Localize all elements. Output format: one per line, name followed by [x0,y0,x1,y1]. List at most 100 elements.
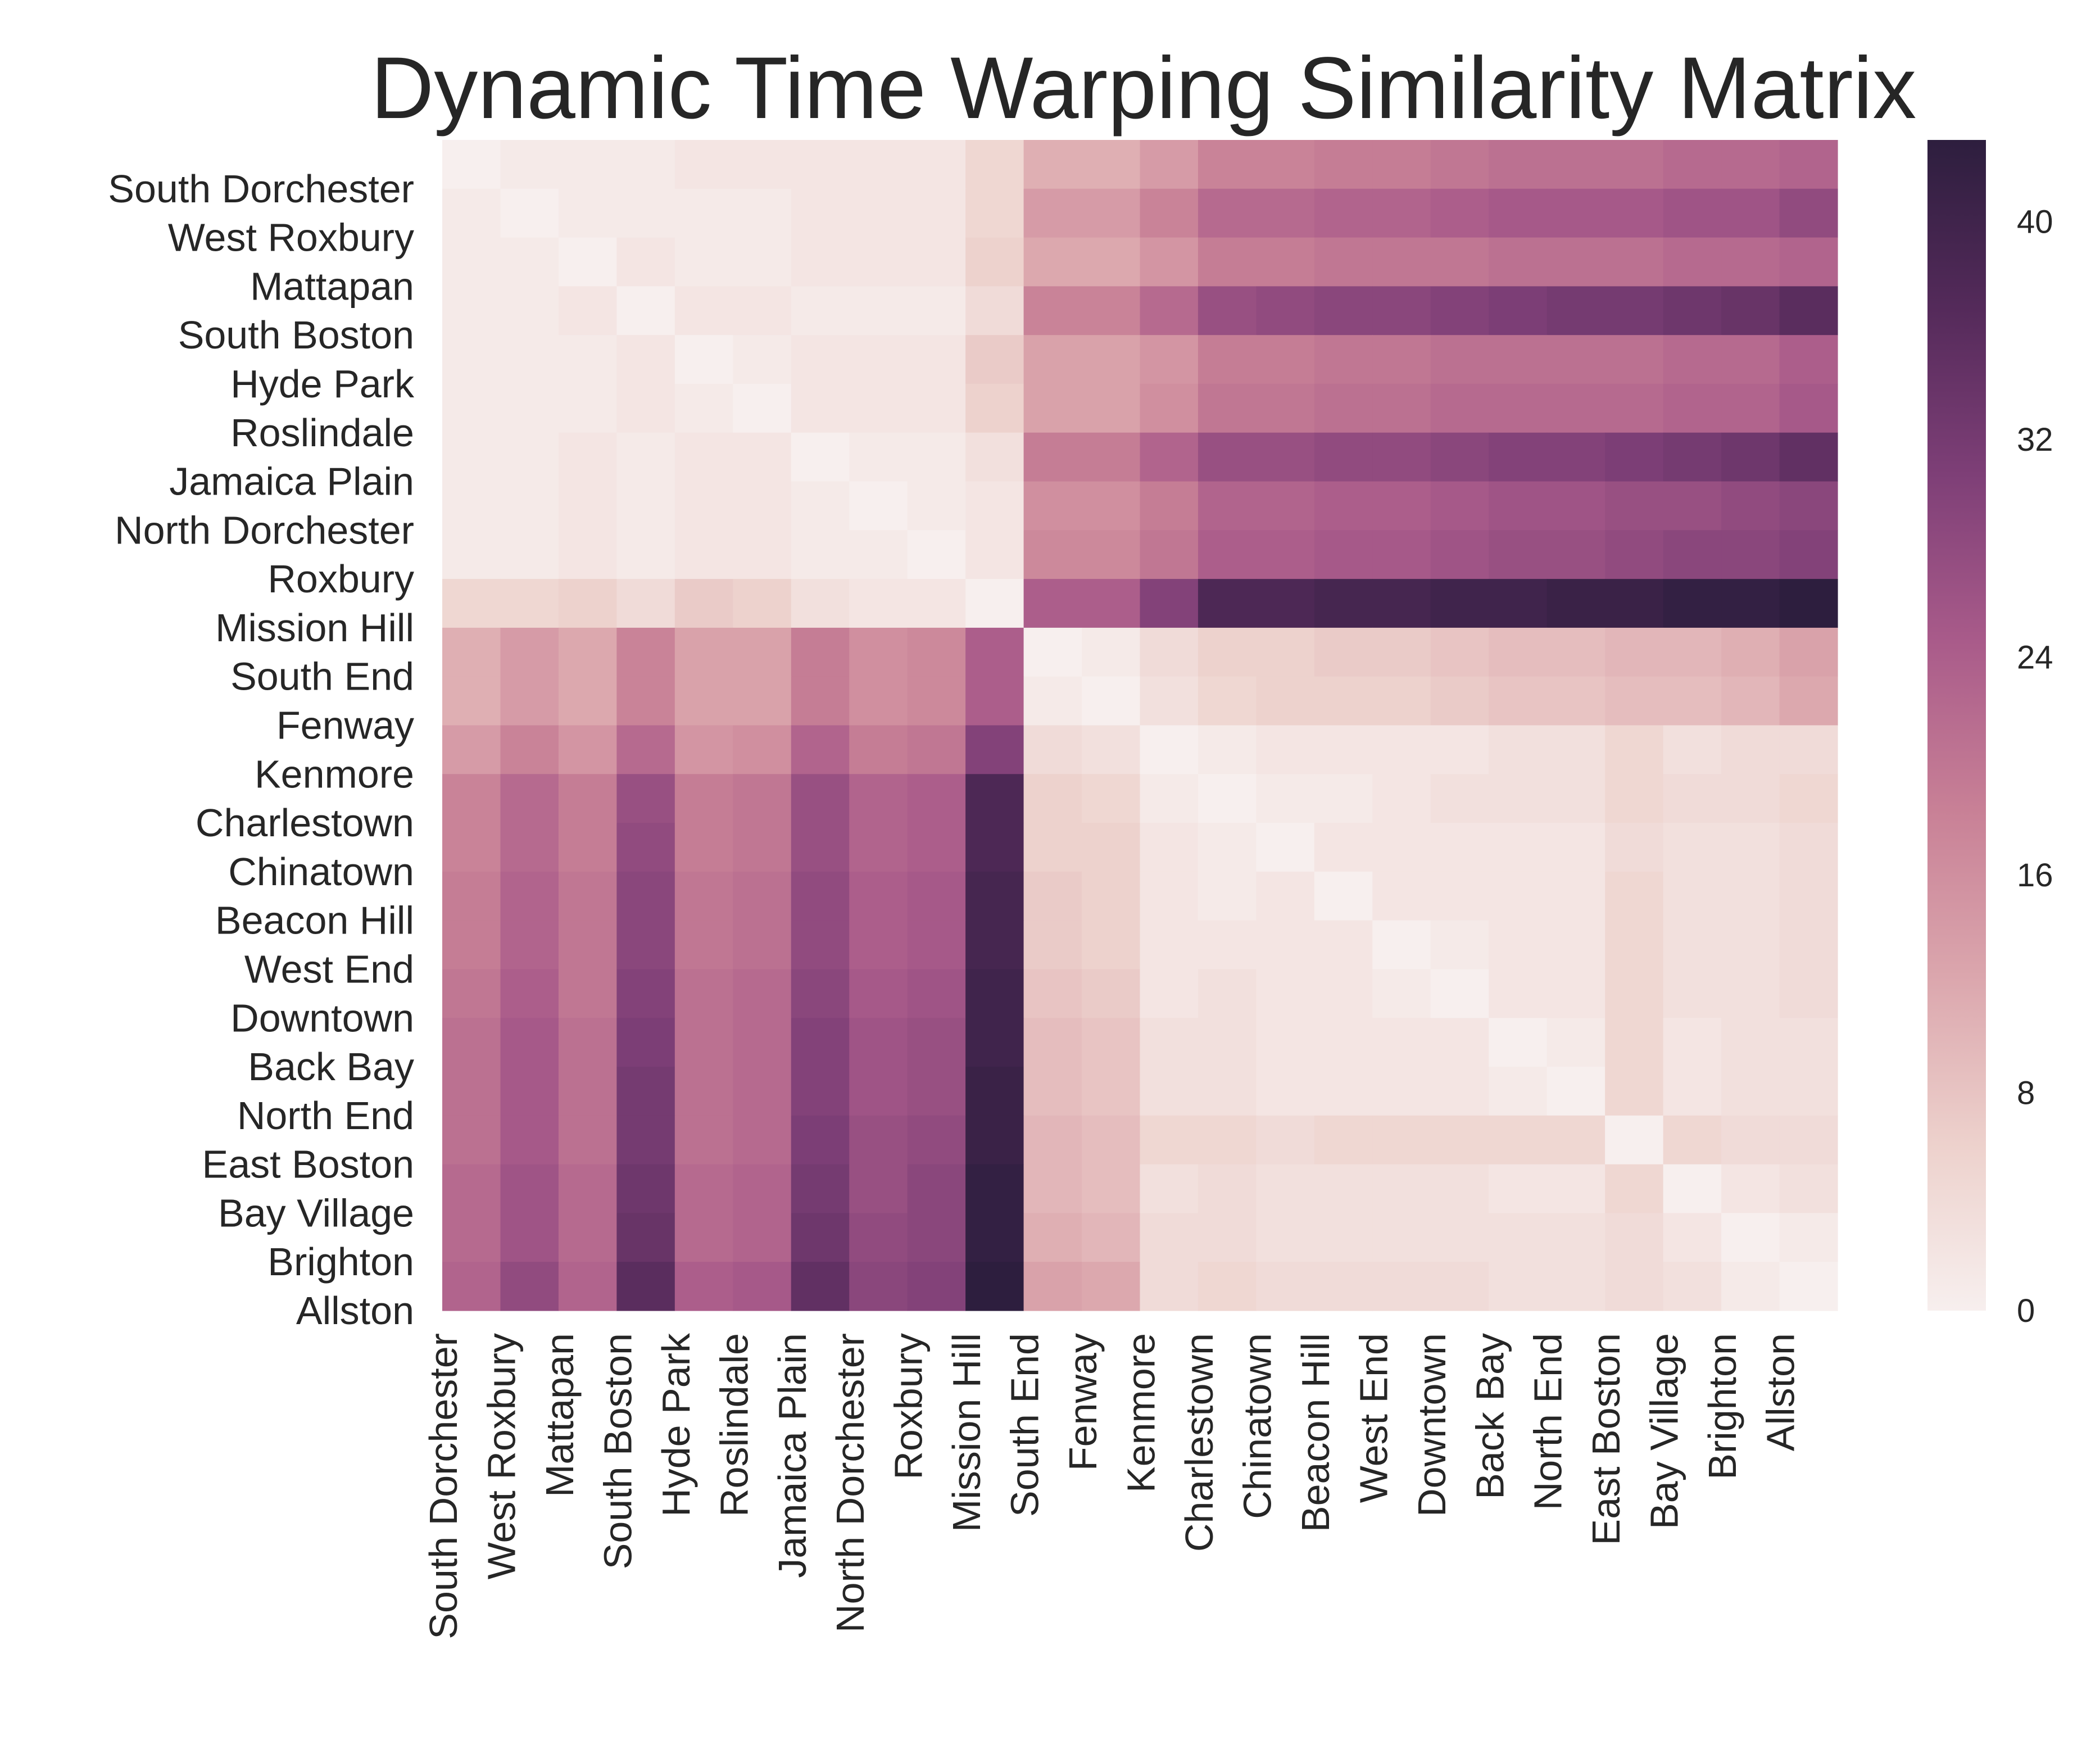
heatmap-cell [1663,335,1722,384]
heatmap-cell [1314,1018,1373,1067]
heatmap-cell [500,627,559,677]
heatmap-cell [1372,969,1431,1018]
heatmap-cell [1546,432,1605,482]
heatmap-cell [1721,140,1780,189]
heatmap-cell [1546,1262,1605,1311]
heatmap-cell [1663,969,1722,1018]
heatmap-cell [1256,725,1315,774]
heatmap-cell [500,1164,559,1214]
heatmap-cell [616,1164,675,1214]
heatmap-cell [1605,871,1664,921]
heatmap-cell [500,1262,559,1311]
heatmap-cell [500,1018,559,1067]
heatmap-cell [1023,188,1082,238]
heatmap-cell [1779,920,1838,970]
heatmap-cell [849,1164,908,1214]
heatmap-cell [849,530,908,579]
heatmap-cell [442,1213,501,1262]
heatmap-cell [1779,969,1838,1018]
heatmap-cell [1721,823,1780,872]
heatmap-cell [1546,237,1605,287]
heatmap-cell [1198,237,1257,287]
heatmap-cell [558,140,617,189]
heatmap-cell [1721,1067,1780,1116]
heatmap-cell [849,432,908,482]
heatmap-cell [733,774,792,823]
heatmap-cell [1489,432,1548,482]
heatmap-cell [1372,920,1431,970]
heatmap-cell [616,188,675,238]
heatmap-cell [1430,579,1489,628]
heatmap-cell [965,871,1024,921]
heatmap-cell [849,871,908,921]
heatmap-cell [1140,530,1199,579]
heatmap-cell [791,823,850,872]
heatmap-cell [965,335,1024,384]
column-tick-label: Kenmore [1119,1333,1163,1493]
heatmap-cell [442,871,501,921]
heatmap-cell [558,530,617,579]
heatmap-cell [442,481,501,531]
heatmap-cell [1082,1018,1141,1067]
column-tick-label: Chinatown [1235,1333,1279,1519]
column-tick-label: Beacon Hill [1294,1333,1337,1532]
heatmap-cell [616,920,675,970]
heatmap-cell [849,188,908,238]
heatmap-cell [965,823,1024,872]
heatmap-cell [1372,1164,1431,1214]
heatmap-cell [674,286,733,336]
heatmap-cell [442,676,501,726]
heatmap-cell [1605,1213,1664,1262]
heatmap-cell [1489,481,1548,531]
heatmap-cell [1023,1262,1082,1311]
heatmap-cell [1430,920,1489,970]
heatmap-cell [1256,1067,1315,1116]
row-tick-label: Hyde Park [230,362,415,406]
heatmap-cell [733,920,792,970]
colorbar-tick-label: 16 [2017,857,2053,894]
heatmap-cell [1489,676,1548,726]
heatmap-cell [1663,823,1722,872]
heatmap-cell [442,432,501,482]
heatmap-cell [674,1115,733,1165]
heatmap-cell [1198,1262,1257,1311]
heatmap-cell [1140,1213,1199,1262]
heatmap-cell [1023,286,1082,336]
row-tick-label: Fenway [276,704,414,747]
heatmap-cell [965,188,1024,238]
row-tick-label: Allston [296,1289,414,1333]
heatmap-cell [1489,1018,1548,1067]
heatmap-cell [965,774,1024,823]
heatmap-cell [1546,1115,1605,1165]
heatmap-cell [1023,920,1082,970]
heatmap-cell [1314,335,1373,384]
heatmap-cell [558,676,617,726]
heatmap-cell [965,530,1024,579]
heatmap-cell [1256,530,1315,579]
heatmap-cell [1314,1067,1373,1116]
heatmap-cell [674,188,733,238]
heatmap-cell [616,286,675,336]
row-tick-label: North Dorchester [115,508,414,552]
heatmap-cell [1430,676,1489,726]
heatmap-cell [616,140,675,189]
heatmap-cell [1546,871,1605,921]
heatmap-cell [1605,286,1664,336]
heatmap-cell [907,823,966,872]
column-tick-label: West Roxbury [479,1333,523,1579]
heatmap-cell [849,725,908,774]
row-tick-label: Bay Village [218,1191,414,1235]
heatmap-cell [791,481,850,531]
heatmap-cell [1430,823,1489,872]
heatmap-cell [1023,1115,1082,1165]
heatmap-cell [442,579,501,628]
heatmap-cell [907,676,966,726]
heatmap-cell [1256,1164,1315,1214]
heatmap-cell [1721,432,1780,482]
heatmap-cell [1140,579,1199,628]
heatmap-cell [1023,1164,1082,1214]
column-tick-label: Back Bay [1468,1333,1512,1499]
heatmap-cell [1489,1213,1548,1262]
